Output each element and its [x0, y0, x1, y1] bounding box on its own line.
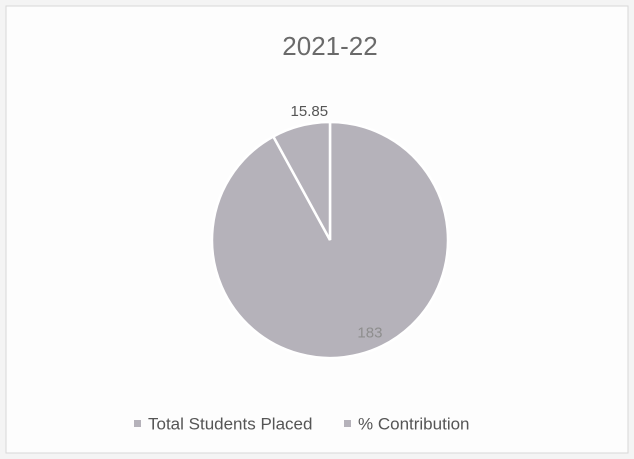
legend-label: Total Students Placed — [148, 414, 312, 433]
data-label: 183 — [357, 325, 382, 342]
legend-swatch — [344, 420, 351, 427]
pie-slice — [271, 120, 332, 241]
legend-label: % Contribution — [358, 414, 470, 433]
chart-title: 2021-22 — [282, 31, 377, 61]
legend-swatch — [134, 420, 141, 427]
data-label: 15.85 — [291, 103, 329, 120]
